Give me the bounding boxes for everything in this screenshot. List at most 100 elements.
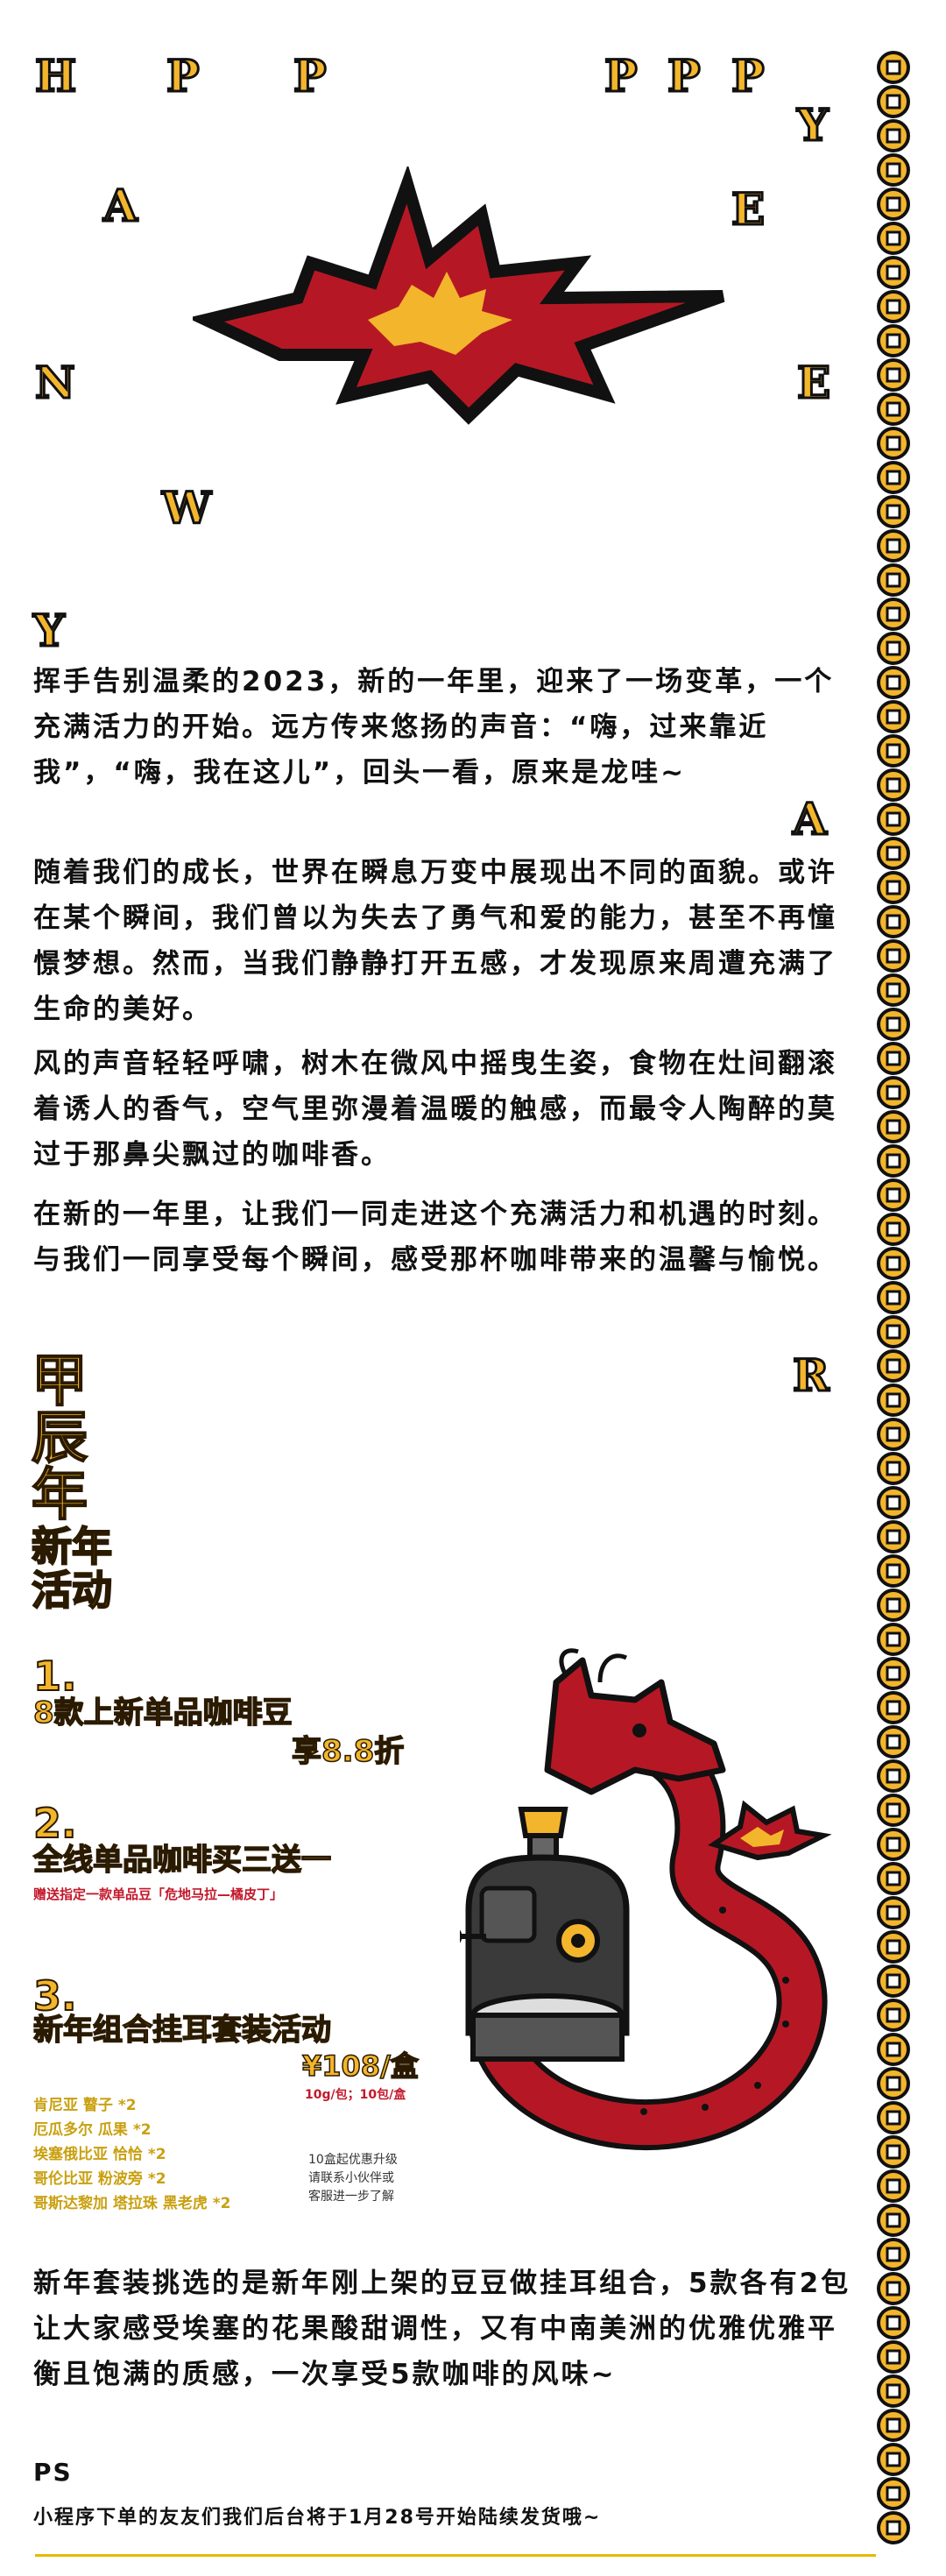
- fire-burst-graphic: [193, 166, 725, 425]
- set-spec: 10g/包；10包/盒: [305, 2088, 406, 2102]
- coin-hole-icon: [886, 2076, 901, 2091]
- coin-hole-icon: [886, 196, 901, 212]
- coin-hole-icon: [886, 333, 901, 349]
- coin-hole-icon: [886, 265, 901, 280]
- coin-hole-icon: [886, 1426, 901, 1442]
- coin-hole-icon: [886, 1495, 901, 1511]
- coin-hole-icon: [886, 811, 901, 827]
- ps-label: PS: [33, 2458, 73, 2487]
- bottom-border-line: [35, 2554, 876, 2557]
- coin-hole-icon: [886, 948, 901, 964]
- coin-hole-icon: [886, 1563, 901, 1579]
- coin-hole-icon: [886, 846, 901, 861]
- closing-paragraph: 新年套装挑选的是新年刚上架的豆豆做挂耳组合，5款各有2包让大家感受埃塞的花果酸甜…: [33, 2268, 851, 2390]
- coin-hole-icon: [886, 2452, 901, 2467]
- coin-hole-icon: [886, 1221, 901, 1237]
- event-title-jia: 甲: [31, 1349, 88, 1414]
- bean-item: 肯尼亚 瞽子 *2: [33, 2097, 137, 2114]
- letter-e: E: [795, 357, 831, 408]
- bean-item: 哥斯达黎加 塔拉珠 黑老虎 *2: [33, 2195, 231, 2212]
- activity-gift-note: 赠送指定一款单品豆「危地马拉—橘皮丁」: [33, 1886, 284, 1902]
- coin-hole-icon: [886, 1836, 901, 1852]
- coin-hole-icon: [886, 2520, 901, 2536]
- coin-hole-icon: [886, 1631, 901, 1647]
- coin-hole-icon: [886, 2007, 901, 2023]
- ps-text: 小程序下单的友友们我们后台将于1月28号开始陆续发货哦~: [33, 2507, 602, 2529]
- coin-hole-icon: [886, 1905, 901, 1921]
- coin-hole-icon: [886, 1256, 901, 1271]
- activity-number: 3.: [32, 1972, 78, 2020]
- coin-hole-icon: [886, 572, 901, 588]
- coin-hole-icon: [886, 709, 901, 725]
- coin-hole-icon: [886, 162, 901, 178]
- coin-hole-icon: [886, 675, 901, 690]
- activity-number: 2.: [32, 1800, 78, 1847]
- letter-y: Y: [796, 99, 830, 151]
- coin-hole-icon: [886, 230, 901, 246]
- coin-hole-icon: [886, 1973, 901, 1989]
- activity-title: 新年组合挂耳套装活动: [32, 2013, 332, 2048]
- coin-hole-icon: [886, 1119, 901, 1135]
- activity-title: 全线单品咖啡买三送一: [32, 1843, 332, 1878]
- coin-hole-icon: [886, 2247, 901, 2262]
- bean-item: 厄瓜多尔 瓜果 *2: [33, 2121, 152, 2139]
- coin-hole-icon: [886, 777, 901, 793]
- letter-p: P: [731, 50, 766, 102]
- coin-hole-icon: [886, 743, 901, 759]
- letter-a: A: [102, 180, 139, 231]
- coin-hole-icon: [886, 1734, 901, 1750]
- coin-hole-icon: [886, 2212, 901, 2228]
- letter-h: H: [33, 50, 77, 102]
- dragon-roaster-illustration: [460, 1648, 832, 2151]
- coin-hole-icon: [886, 60, 901, 75]
- letter-y: Y: [32, 605, 67, 656]
- coin-hole-icon: [886, 1290, 901, 1306]
- letter-p: P: [166, 50, 201, 102]
- coin-hole-icon: [886, 1939, 901, 1955]
- letter-e: E: [730, 183, 766, 235]
- set-price: ¥108/盒: [301, 2049, 419, 2083]
- event-title-chen: 辰: [31, 1406, 88, 1471]
- coin-hole-icon: [886, 1871, 901, 1886]
- coin-hole-icon: [886, 606, 901, 622]
- bean-item: 埃塞俄比亚 恰恰 *2: [33, 2146, 166, 2163]
- coin-hole-icon: [886, 1153, 901, 1169]
- coin-hole-icon: [886, 1666, 901, 1681]
- coin-hole-icon: [886, 2042, 901, 2057]
- intro-paragraph: 随着我们的成长，世界在瞬息万变中展现出不同的面貌。或许在某个瞬间，我们曾以为失去…: [33, 857, 837, 1025]
- coin-hole-icon: [886, 1768, 901, 1784]
- coin-hole-icon: [886, 982, 901, 998]
- coin-hole-icon: [886, 1324, 901, 1340]
- coin-hole-icon: [886, 299, 901, 315]
- coin-hole-icon: [886, 504, 901, 520]
- activity-discount: 享8.8折: [291, 1734, 405, 1769]
- intro-paragraph: 风的声音轻轻呼啸，树木在微风中摇曳生姿，食物在灶间翻滚着诱人的香气，空气里弥漫着…: [33, 1048, 837, 1171]
- bean-item: 哥伦比亚 粉波旁 *2: [33, 2170, 166, 2188]
- coin-hole-icon: [886, 1597, 901, 1613]
- coin-hole-icon: [886, 2144, 901, 2160]
- coin-chain-border: [877, 51, 910, 2544]
- coin-hole-icon: [886, 538, 901, 554]
- coin-hole-icon: [886, 435, 901, 451]
- intro-paragraph: 在新的一年里，让我们一同走进这个充满活力和机遇的时刻。与我们一同享受每个瞬间，感…: [33, 1199, 837, 1276]
- letter-p: P: [293, 50, 328, 102]
- activity-title: 8款上新单品咖啡豆: [32, 1695, 293, 1730]
- coin-hole-icon: [886, 2349, 901, 2365]
- coin-hole-icon: [886, 2315, 901, 2331]
- coin-hole-icon: [886, 128, 901, 144]
- letter-p: P: [667, 50, 702, 102]
- coin-hole-icon: [886, 470, 901, 485]
- coin-hole-icon: [886, 2281, 901, 2296]
- letter-p: P: [604, 50, 639, 102]
- coin-hole-icon: [886, 1392, 901, 1408]
- event-title-nian: 年: [31, 1463, 88, 1528]
- coin-hole-icon: [886, 94, 901, 110]
- intro-paragraph: 挥手告别温柔的2023，新的一年里，迎来了一场变革，一个充满活力的开始。远方传来…: [33, 666, 835, 789]
- bulk-offer-note: 10盒起优惠升级 请联系小伙伴或 客服进一步了解: [308, 2153, 398, 2204]
- event-title-activity: 活动: [31, 1567, 113, 1614]
- coin-hole-icon: [886, 2178, 901, 2194]
- letter-r: R: [792, 1349, 831, 1401]
- coin-hole-icon: [886, 2110, 901, 2126]
- letter-w: W: [160, 482, 212, 534]
